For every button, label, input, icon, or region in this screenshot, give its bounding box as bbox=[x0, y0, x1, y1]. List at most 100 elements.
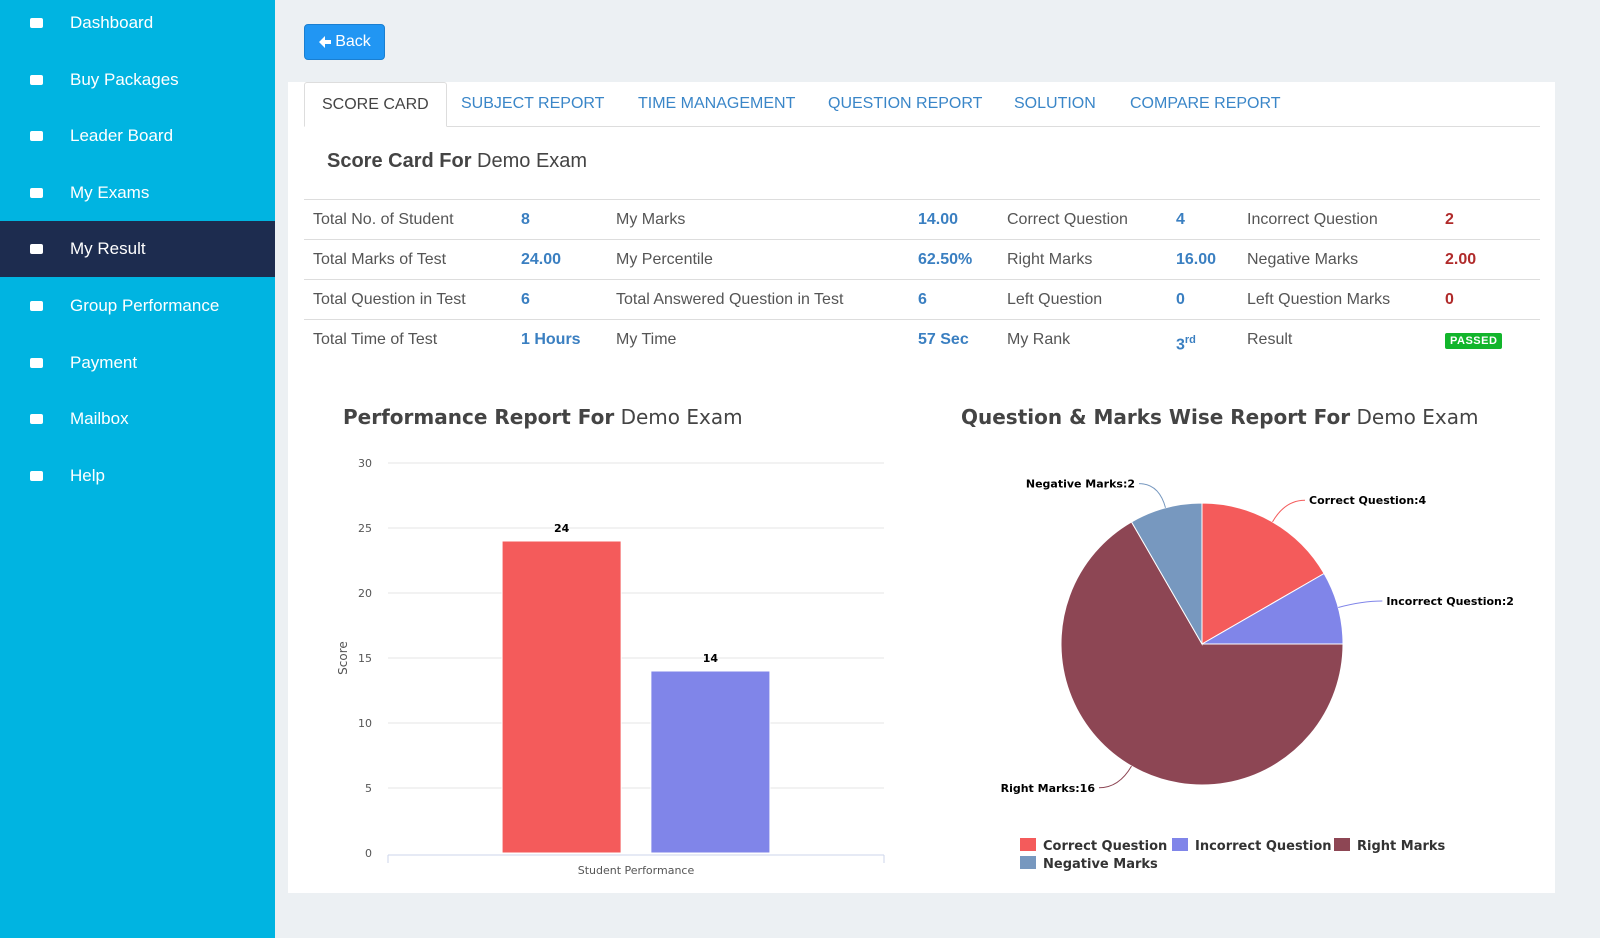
tab[interactable]: TIME MANAGEMENT bbox=[638, 95, 796, 112]
pie-slice bbox=[1060, 521, 1344, 786]
y-axis-label: Score bbox=[336, 641, 350, 675]
bar-value-label: 14 bbox=[703, 652, 719, 665]
back-label: Back bbox=[335, 33, 371, 50]
nav-label: Dashboard bbox=[70, 13, 154, 32]
legend-item[interactable]: Incorrect Question bbox=[1172, 838, 1332, 854]
table-row: Total Marks of Test 24.00 My Percentile 62.… bbox=[304, 239, 1540, 280]
rank-suffix: rd bbox=[1184, 334, 1196, 346]
nav-label: Buy Packages bbox=[70, 69, 179, 89]
result-badge: PASSED bbox=[1445, 333, 1503, 349]
tab[interactable]: SCORE CARD bbox=[304, 82, 447, 127]
nav-icon bbox=[30, 357, 43, 368]
cell-label: Negative Marks bbox=[1247, 251, 1359, 268]
nav-item[interactable]: My Result bbox=[0, 221, 275, 278]
nav-item[interactable]: Dashboard bbox=[0, 0, 275, 51]
pie-slice bbox=[1201, 502, 1325, 645]
tab[interactable]: QUESTION REPORT bbox=[828, 95, 983, 112]
cell-label: Right Marks bbox=[1007, 251, 1093, 268]
tabs: SCORE CARD SUBJECT REPORT TIME MANAGEMENT Q… bbox=[304, 82, 1540, 127]
legend-label: Negative Marks bbox=[1043, 857, 1158, 872]
nav-item[interactable]: Help bbox=[0, 448, 275, 504]
cell-label: Left Question Marks bbox=[1247, 291, 1391, 308]
label-connector bbox=[1098, 765, 1132, 789]
nav-item[interactable]: Buy Packages bbox=[0, 52, 275, 108]
cell-value: 62.50% bbox=[918, 251, 973, 268]
cell-label: My Rank bbox=[1007, 331, 1071, 348]
cell-value: 4 bbox=[1176, 211, 1185, 228]
chart-title-suffix: Demo Exam bbox=[621, 405, 743, 429]
x-tick-label: Student Performance bbox=[578, 864, 695, 877]
bar bbox=[650, 670, 771, 854]
cell-label: My Time bbox=[616, 331, 677, 348]
legend-label: Right Marks bbox=[1357, 839, 1446, 854]
cell-label: My Marks bbox=[616, 211, 686, 228]
cell-value: 57 Sec bbox=[918, 331, 969, 348]
back-button[interactable]: Back bbox=[304, 24, 385, 60]
cell-label: Total Marks of Test bbox=[313, 251, 447, 268]
nav-item[interactable]: Group Performance bbox=[0, 278, 275, 334]
y-tick-label: 30 bbox=[358, 457, 372, 470]
legend-item[interactable]: Correct Question bbox=[1020, 838, 1167, 854]
nav-icon bbox=[30, 244, 43, 255]
cell-value: 8 bbox=[521, 211, 530, 228]
cell-value: 6 bbox=[521, 291, 530, 308]
nav-item[interactable]: Payment bbox=[0, 335, 275, 391]
nav-label: Mailbox bbox=[70, 409, 129, 429]
y-tick-label: 10 bbox=[358, 717, 372, 730]
legend-item[interactable]: Right Marks bbox=[1334, 838, 1446, 854]
legend-swatch bbox=[1020, 838, 1036, 851]
nav-icon bbox=[30, 131, 43, 142]
tab[interactable]: SOLUTION bbox=[1014, 95, 1096, 112]
nav-item[interactable]: Mailbox bbox=[0, 391, 275, 447]
cell-value: PASSED bbox=[1445, 320, 1503, 360]
cell-label: Correct Question bbox=[1007, 211, 1128, 228]
legend-swatch bbox=[1334, 838, 1350, 851]
cell-value: 2 bbox=[1445, 211, 1454, 228]
nav-label: Payment bbox=[70, 352, 138, 372]
tab[interactable]: COMPARE REPORT bbox=[1130, 95, 1281, 112]
tab[interactable]: SUBJECT REPORT bbox=[461, 95, 605, 112]
cell-value: 2.00 bbox=[1445, 251, 1477, 268]
legend-item[interactable]: Negative Marks bbox=[1020, 856, 1158, 872]
bar-value-label: 24 bbox=[554, 522, 570, 535]
bar bbox=[501, 540, 622, 854]
legend-swatch bbox=[1172, 838, 1188, 851]
cell-value: 6 bbox=[918, 291, 927, 308]
cell-value: 14.00 bbox=[918, 211, 959, 228]
nav-label: Leader Board bbox=[70, 126, 174, 146]
chart-title-suffix: Demo Exam bbox=[1356, 405, 1478, 429]
score-card-title: Score Card For Demo Exam bbox=[327, 150, 587, 173]
nav-icon bbox=[30, 470, 43, 481]
pie-data-label: Incorrect Question:2 bbox=[1386, 595, 1514, 608]
table-row: Total Time of Test 1 Hours My Time 57 Sec My… bbox=[304, 319, 1540, 360]
back-icon bbox=[319, 36, 332, 48]
cell-label: Total Time of Test bbox=[313, 331, 438, 348]
cell-value: 0 bbox=[1445, 291, 1454, 308]
label-connector bbox=[1139, 483, 1166, 508]
chart-title: Question & Marks Wise Report For Demo Ex… bbox=[961, 405, 1478, 429]
cell-label: Left Question bbox=[1007, 291, 1103, 308]
cell-label: Total Question in Test bbox=[313, 291, 466, 308]
content-panel bbox=[288, 82, 1555, 893]
nav-icon bbox=[30, 74, 43, 85]
nav-label: Help bbox=[70, 465, 105, 485]
y-tick-label: 15 bbox=[358, 652, 372, 665]
cell-label: Total Answered Question in Test bbox=[616, 291, 844, 308]
y-tick-label: 25 bbox=[358, 522, 372, 535]
legend-swatch bbox=[1020, 856, 1036, 869]
chart-title-bold: Performance Report For bbox=[343, 405, 614, 429]
nav-label: My Result bbox=[70, 239, 146, 259]
nav-icon bbox=[30, 187, 43, 198]
nav-item[interactable]: My Exams bbox=[0, 165, 275, 221]
cell-label: My Percentile bbox=[616, 251, 713, 268]
sidebar: Dashboard Buy Packages Leader Board My Exam… bbox=[0, 0, 275, 938]
nav-label: My Exams bbox=[70, 182, 150, 202]
nav-icon bbox=[30, 18, 43, 28]
cell-value: 24.00 bbox=[521, 251, 562, 268]
y-tick-label: 0 bbox=[365, 847, 372, 860]
nav-label: Group Performance bbox=[70, 296, 220, 315]
y-tick-label: 5 bbox=[365, 782, 372, 795]
nav-item[interactable]: Leader Board bbox=[0, 108, 275, 164]
cell-label: Result bbox=[1247, 331, 1293, 348]
